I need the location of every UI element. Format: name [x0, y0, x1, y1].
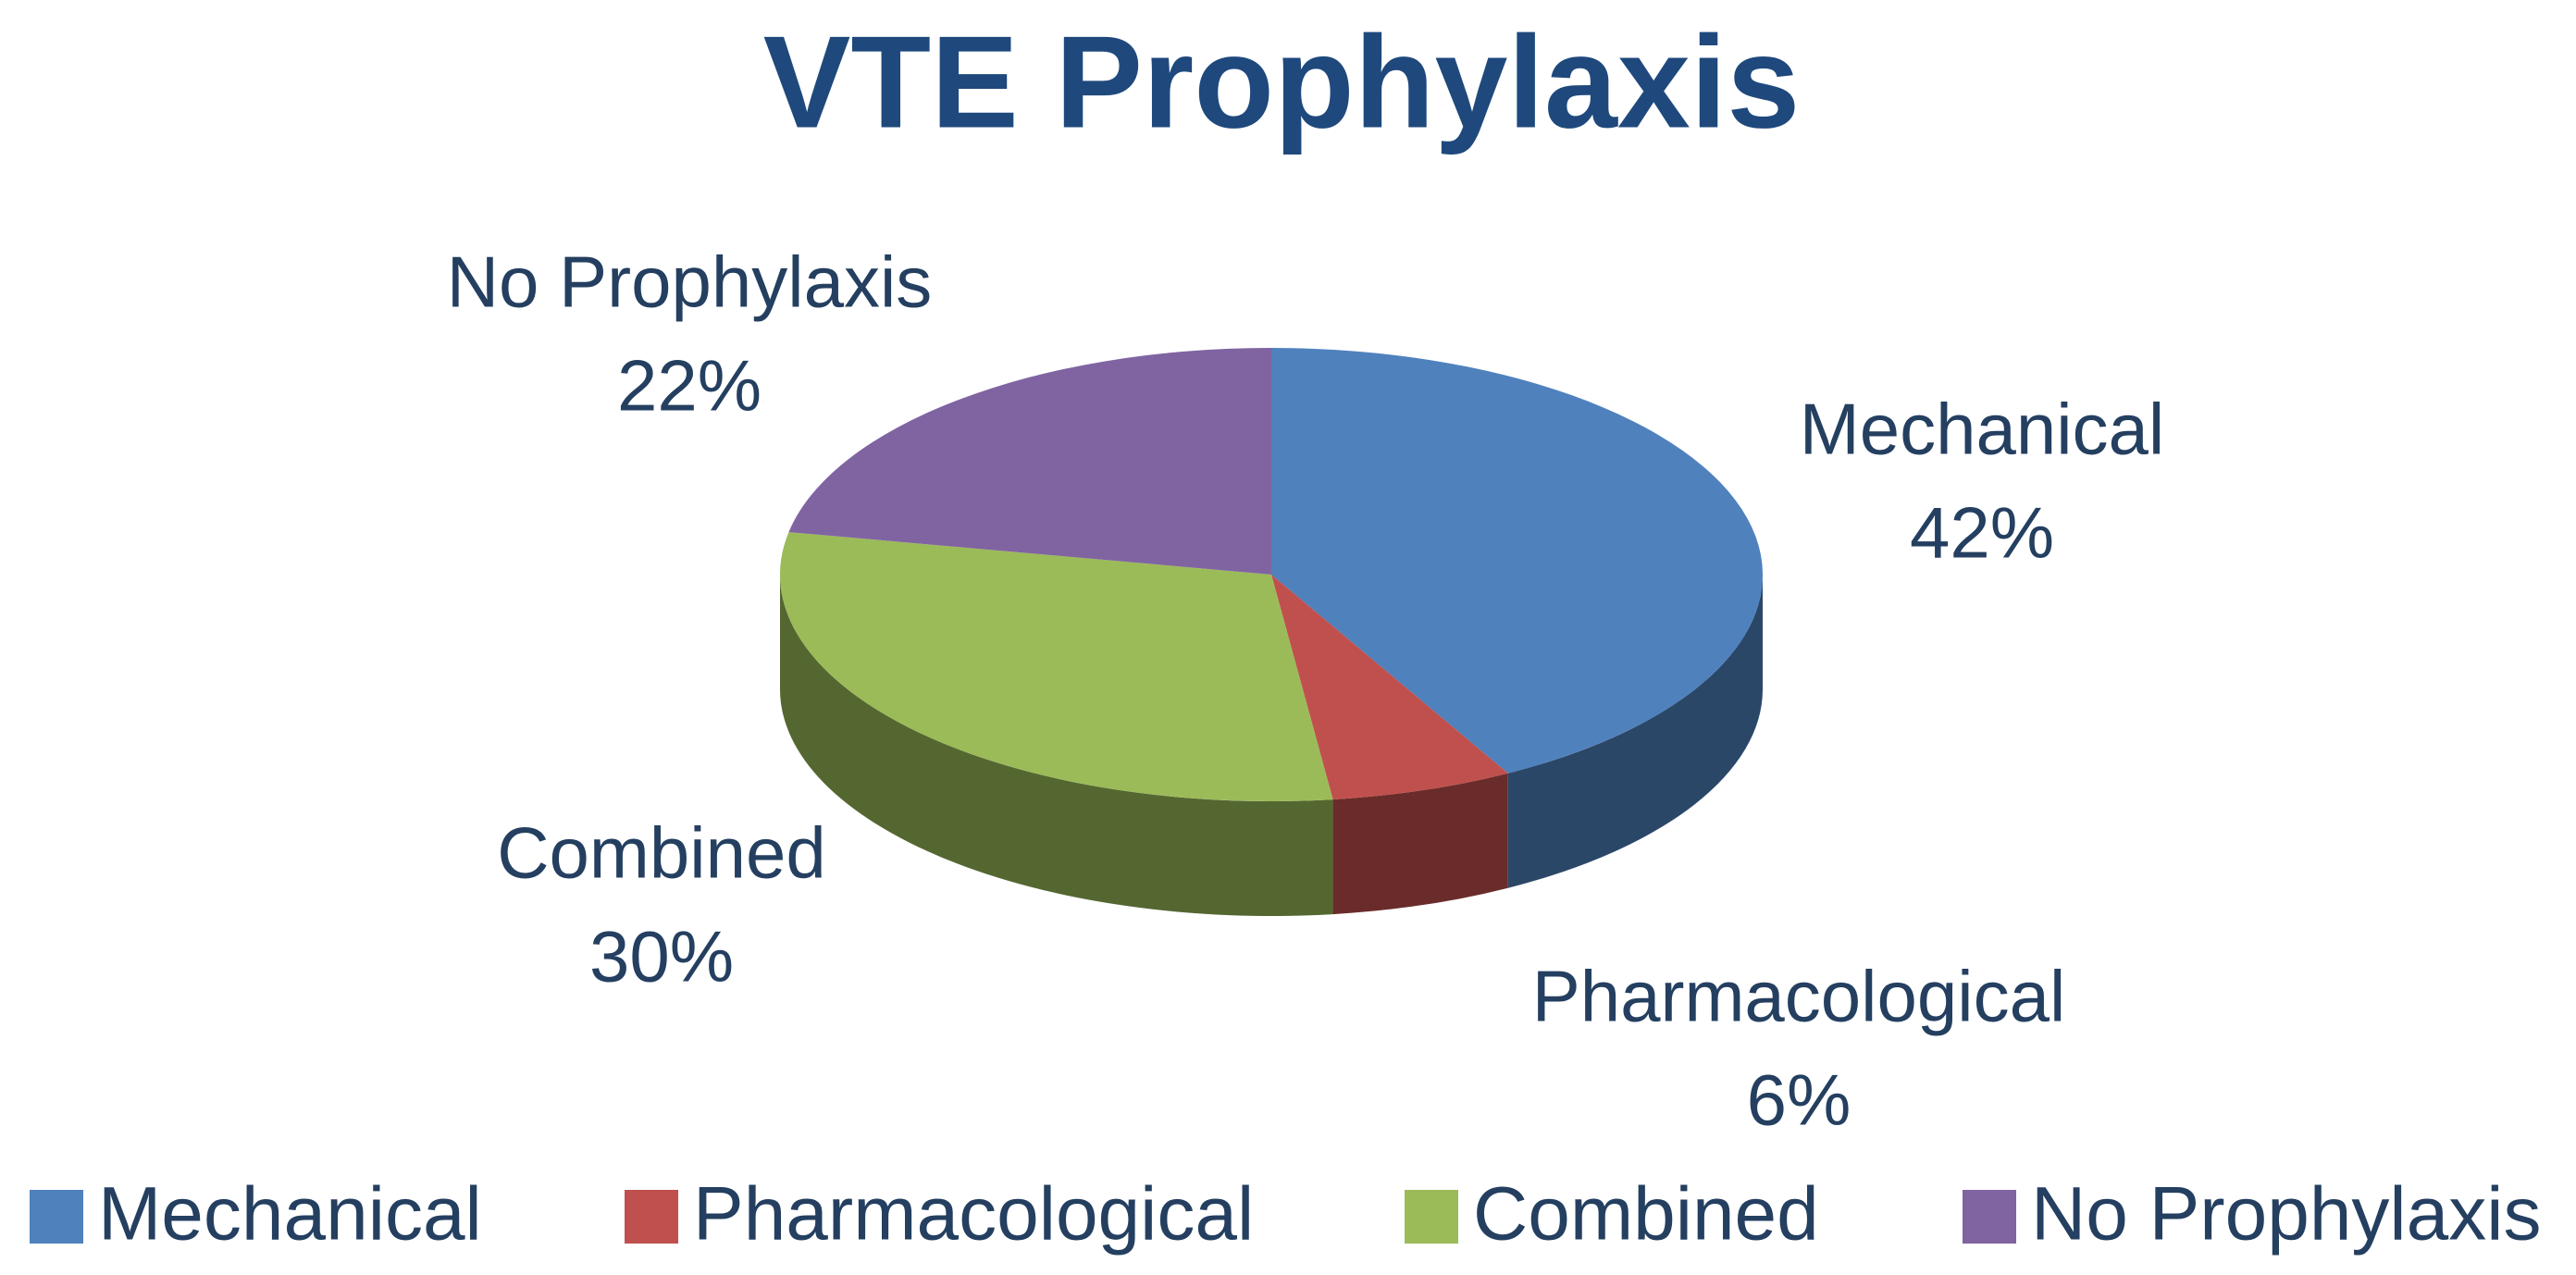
- legend-swatch: [1405, 1190, 1458, 1244]
- data-label-name: Mechanical: [1800, 389, 2165, 470]
- legend-swatch: [30, 1190, 83, 1244]
- data-label-name: Combined: [497, 812, 826, 894]
- slice-side: [1507, 575, 1763, 888]
- chart-title: VTE Prophylaxis: [763, 9, 1801, 156]
- pie-slice: [780, 532, 1333, 801]
- pie-slice: [1271, 575, 1508, 800]
- data-label-value: 6%: [1747, 1059, 1852, 1141]
- legend-swatch: [1963, 1190, 2016, 1244]
- pie-slice: [1271, 348, 1763, 774]
- data-label-value: 22%: [617, 345, 762, 427]
- slice-side: [780, 575, 1333, 916]
- data-label-value: 42%: [1910, 492, 2054, 574]
- data-label-name: Pharmacological: [1532, 956, 2066, 1037]
- pie-slice: [788, 348, 1271, 575]
- data-label-value: 30%: [589, 916, 734, 997]
- legend-label: Combined: [1473, 1172, 1819, 1256]
- legend-label: No Prophylaxis: [2031, 1172, 2541, 1256]
- legend-label: Mechanical: [98, 1172, 482, 1256]
- legend-swatch: [625, 1190, 678, 1244]
- slice-side: [1332, 773, 1508, 915]
- data-label-name: No Prophylaxis: [447, 241, 933, 323]
- legend-label: Pharmacological: [693, 1172, 1254, 1256]
